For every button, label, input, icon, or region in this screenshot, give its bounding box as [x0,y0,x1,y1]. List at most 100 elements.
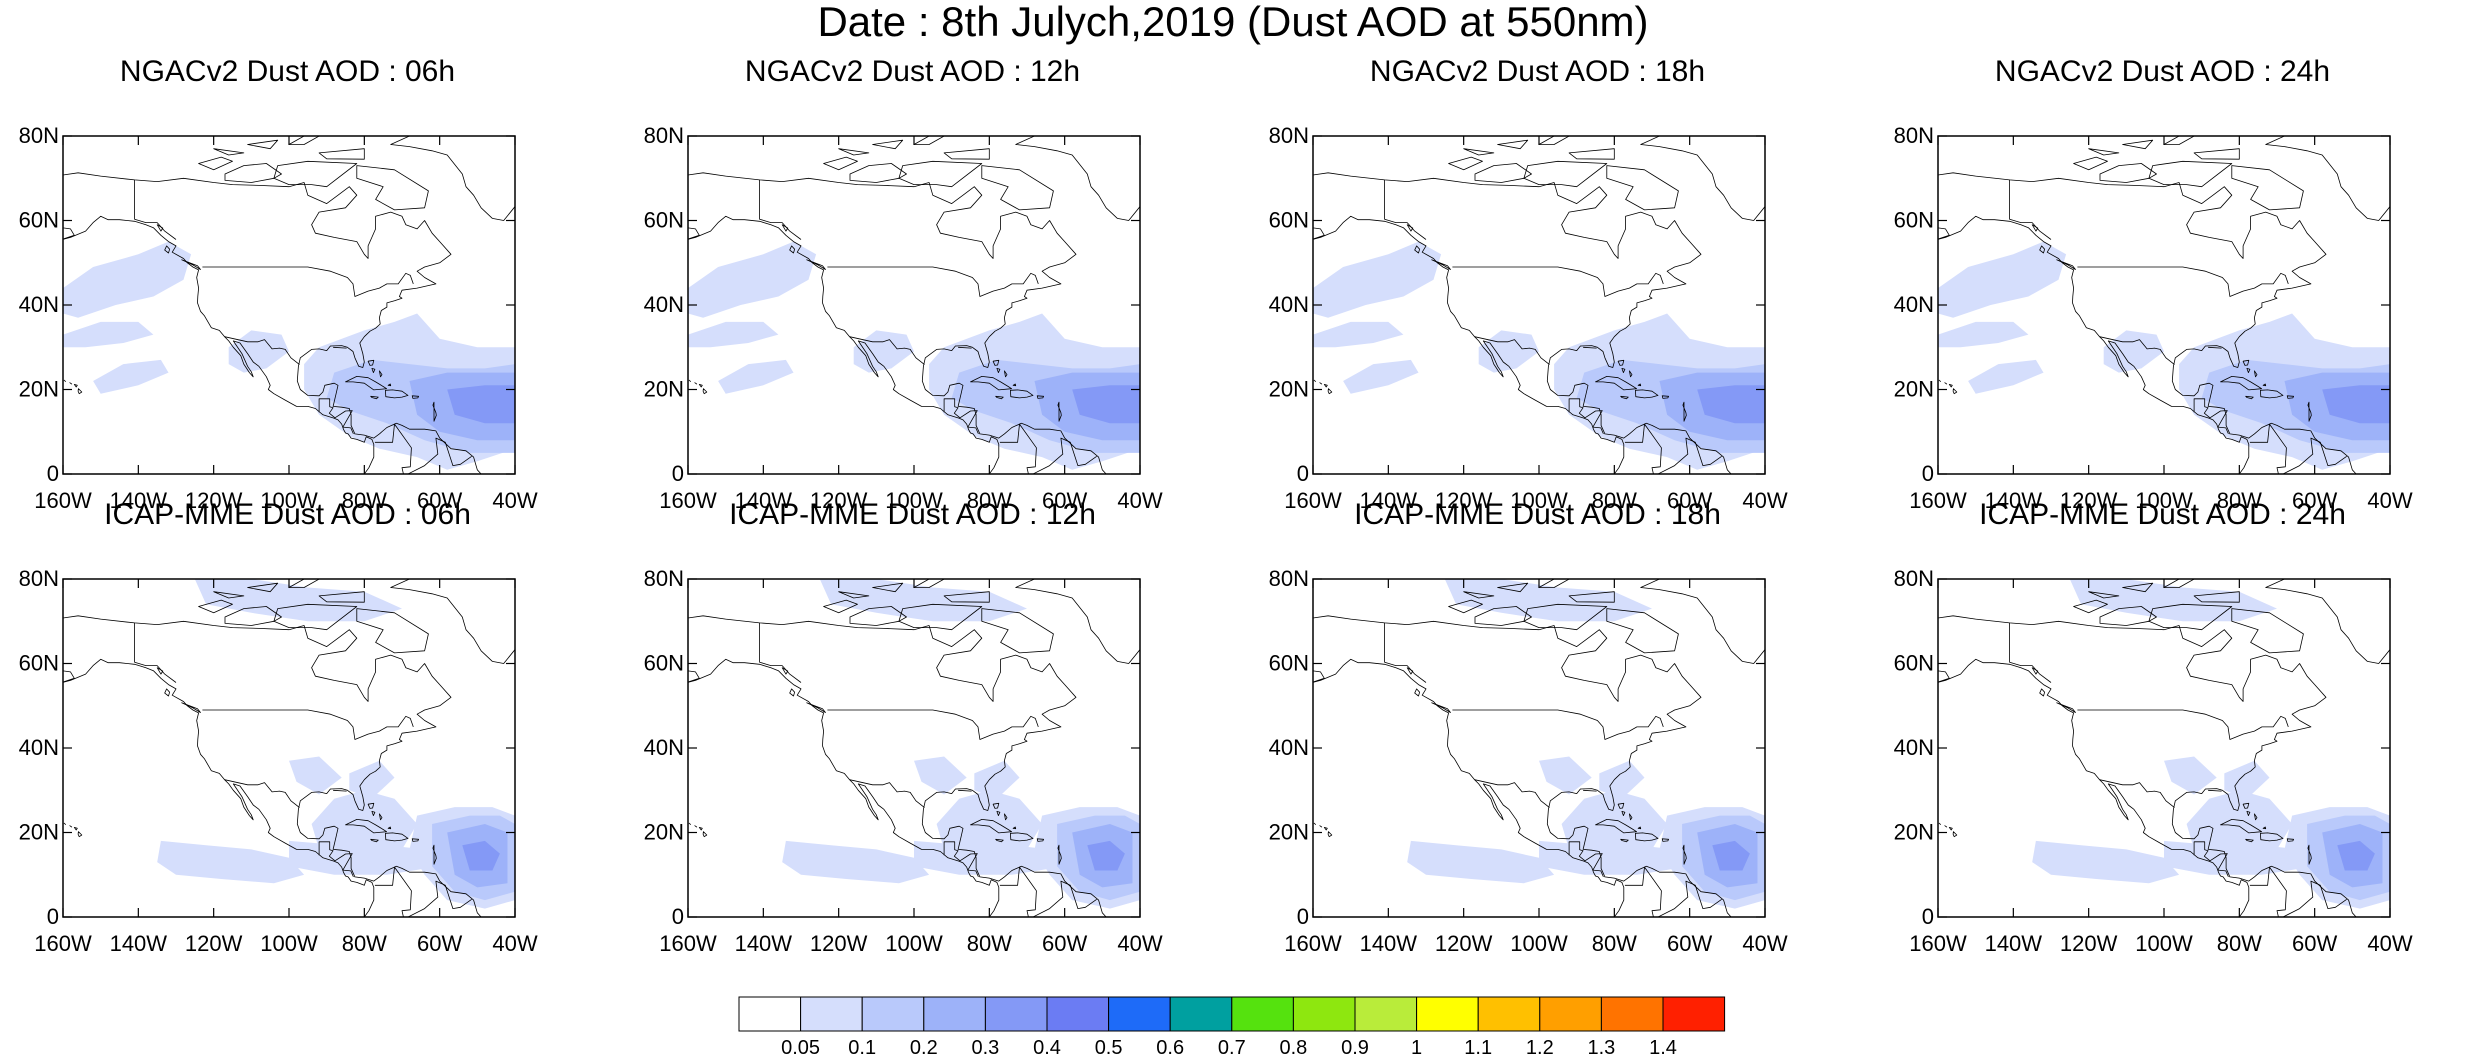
island-outline [181,702,201,713]
coastline [759,179,802,240]
lat-tick-label: 60N [644,651,684,676]
island-outline [2262,383,2267,387]
island-outline [432,844,437,865]
lon-tick-label: 160W [1909,488,1967,513]
island-outline [2099,606,2157,626]
island-outline [2056,702,2076,713]
dust-aod-contour [782,840,930,884]
coastline [63,172,482,474]
lat-tick-label: 40N [1269,735,1309,760]
lat-tick-label: 0 [47,461,59,486]
coastline [374,423,472,474]
island-outline [2099,163,2157,183]
dust-aod-contour [1343,359,1419,394]
island-outline [1952,388,1958,395]
island-outline [781,224,789,232]
island-outline [2286,838,2295,842]
lat-tick-label: 80N [1269,123,1309,148]
dust-aod-field [1313,241,1765,470]
island-outline [247,139,279,150]
coastline [63,658,375,917]
dust-aod-contour [1313,321,1404,348]
lat-tick-label: 60N [19,208,59,233]
lat-tick-label: 60N [644,208,684,233]
island-outline [1620,395,1629,400]
dust-aod-contour [2164,840,2315,875]
colorbar-label: 1.3 [1587,1037,1615,1056]
island-outline [2245,838,2254,843]
island-outline [1621,367,1626,374]
island-outline [1620,838,1629,843]
island-outline [288,136,321,145]
colorbar-swatch [1354,996,1418,1032]
island-outline [957,346,972,349]
lon-tick-label: 60W [2292,931,2337,956]
coastline [2249,423,2347,474]
dust-aod-contour [914,756,967,795]
island-outline [1313,822,1316,825]
map-panel-ngacv2-06h: NGACv2 Dust AOD : 06h 80N 60N 40N 20N 0 160W 1… [0,55,538,568]
lat-tick-label: 40N [644,735,684,760]
coastline-greenland [1015,136,1140,221]
island-outline [367,802,375,809]
island-outline [63,822,66,825]
island-outline [342,136,404,137]
coastline [374,866,472,917]
colorbar-swatch [1292,996,1356,1032]
lon-tick-label: 140W [1360,488,1418,513]
dust-aod-contour [1313,241,1442,318]
coastlines [1938,579,2390,917]
lon-tick-label: 160W [1909,931,1967,956]
island-outline [967,136,1029,137]
dust-aod-contour [462,840,500,871]
coastline [1313,615,1732,917]
colorbar-label: 0.6 [1156,1037,1184,1056]
island-outline [806,259,826,270]
coastline [2009,179,2052,240]
coastlines [1313,579,1765,917]
coastline [1474,336,1550,365]
colorbar-label: 0.3 [971,1037,999,1056]
colorbar-label: 0.9 [1341,1037,1369,1056]
island-outline [1568,591,1615,603]
island-outline [356,165,429,211]
island-outline [1617,359,1625,366]
lon-tick-label: 120W [2060,488,2118,513]
colorbar-label: 0.1 [848,1037,876,1056]
coastline [1313,215,1625,474]
colorbar-label: 1.2 [1526,1037,1554,1056]
island-outline [981,165,1054,211]
island-outline [367,359,375,366]
island-outline [73,383,78,388]
island-outline [838,148,870,156]
dust-aod-contour [2032,840,2180,884]
lat-tick-label: 20N [1269,377,1309,402]
lon-tick-label: 120W [1435,931,1493,956]
island-outline [1406,224,1414,232]
lon-tick-label: 40W [1117,488,1162,513]
island-outline [823,156,858,171]
island-outline [996,810,1001,817]
island-outline [332,789,347,792]
lat-tick-label: 20N [19,820,59,845]
lat-tick-label: 80N [644,566,684,591]
lon-tick-label: 100W [260,488,318,513]
island-outline [2122,582,2154,593]
panel-title: ICAP-MME Dust AOD : 24h [1979,498,2346,531]
lon-tick-label: 80W [342,488,387,513]
island-outline [996,367,1001,374]
island-outline [702,388,708,395]
lat-tick-label: 0 [1922,461,1934,486]
coastline [202,709,414,740]
island-outline [156,667,164,675]
lon-tick-label: 60W [417,488,462,513]
island-outline [1448,156,1483,171]
island-outline [981,608,1054,654]
lon-tick-label: 160W [1284,931,1342,956]
island-outline [2253,370,2258,378]
lat-tick-label: 80N [1894,123,1934,148]
coastline [943,841,979,878]
lat-tick-label: 0 [47,904,59,929]
dust-aod-contour [1072,385,1140,424]
